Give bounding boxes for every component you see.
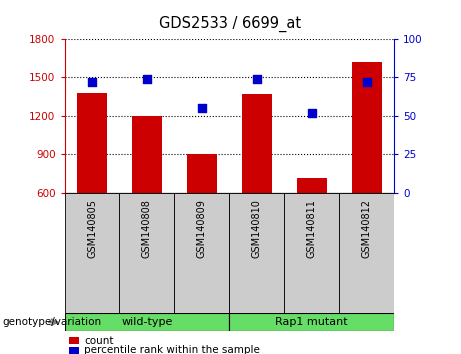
- Text: percentile rank within the sample: percentile rank within the sample: [84, 346, 260, 354]
- Bar: [284, 193, 339, 313]
- Text: wild-type: wild-type: [121, 317, 172, 327]
- Text: GSM140812: GSM140812: [362, 199, 372, 258]
- Bar: [187, 154, 217, 193]
- Bar: [65, 313, 229, 331]
- Text: count: count: [84, 336, 113, 346]
- Point: [89, 79, 96, 85]
- Bar: [352, 62, 382, 193]
- Bar: [69, 337, 79, 344]
- Bar: [296, 178, 327, 193]
- Text: GSM140805: GSM140805: [87, 199, 97, 258]
- Bar: [229, 193, 284, 313]
- Point: [308, 110, 315, 116]
- Bar: [339, 193, 394, 313]
- Point: [253, 76, 260, 82]
- Text: genotype/variation: genotype/variation: [2, 317, 101, 327]
- Bar: [77, 93, 107, 193]
- Point: [198, 105, 206, 111]
- Bar: [174, 193, 229, 313]
- Point: [363, 79, 370, 85]
- Text: GSM140810: GSM140810: [252, 199, 262, 258]
- Bar: [132, 116, 162, 193]
- Text: GSM140809: GSM140809: [197, 199, 207, 258]
- Text: GDS2533 / 6699_at: GDS2533 / 6699_at: [160, 16, 301, 32]
- Bar: [69, 347, 79, 354]
- Bar: [229, 313, 394, 331]
- Text: GSM140808: GSM140808: [142, 199, 152, 258]
- Text: Rap1 mutant: Rap1 mutant: [275, 317, 348, 327]
- Point: [143, 76, 151, 82]
- Bar: [65, 193, 119, 313]
- Bar: [242, 94, 272, 193]
- Text: GSM140811: GSM140811: [307, 199, 317, 258]
- Bar: [119, 193, 174, 313]
